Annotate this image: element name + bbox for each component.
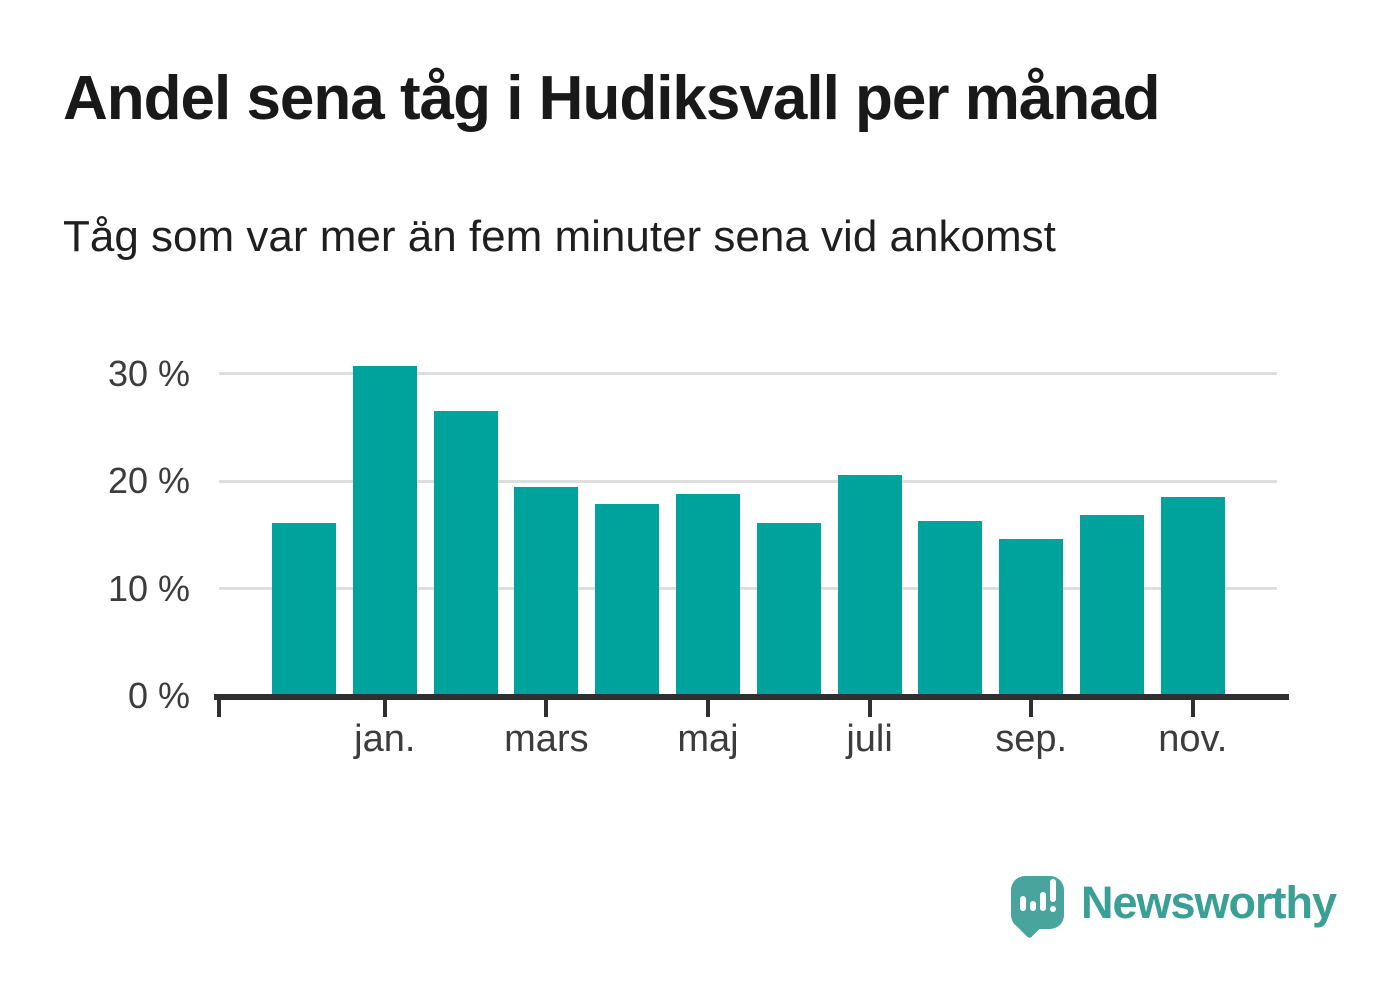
x-tick-mars	[544, 700, 549, 717]
chart-title: Andel sena tåg i Hudiksvall per månad	[63, 64, 1161, 133]
x-tick-label-mars: mars	[504, 718, 589, 760]
newsworthy-logo: Newsworthy	[1011, 876, 1337, 939]
x-axis-line	[214, 694, 1289, 700]
bar-11	[1080, 515, 1144, 696]
x-tick-nov	[1190, 700, 1195, 717]
x-tick-juli	[867, 700, 872, 717]
logo-mini-bar-1	[1020, 896, 1026, 911]
bar-6-maj	[676, 493, 740, 696]
speech-bubble-body	[1011, 876, 1064, 929]
logo-exclamation-dot	[1050, 906, 1056, 912]
x-tick-sep	[1029, 700, 1034, 717]
x-tick-label-sep: sep.	[995, 718, 1068, 760]
x-tick-jan	[382, 700, 387, 717]
x-tick-maj	[706, 700, 710, 717]
y-axis: 30 % 20 % 10 % 0 %	[0, 0, 190, 999]
y-axis-label-20: 20 %	[107, 460, 190, 501]
newsworthy-speech-bubble-bar-chart-icon	[1011, 876, 1064, 939]
y-axis-label-0: 0 %	[127, 675, 190, 716]
chart-subtitle: Tåg som var mer än fem minuter sena vid …	[63, 212, 1056, 261]
x-tick-label-nov: nov.	[1158, 718, 1228, 760]
bar-8-juli	[837, 474, 902, 696]
x-axis-origin-tick	[217, 700, 221, 717]
bar-4-mars	[514, 487, 579, 696]
bar-12-nov	[1160, 497, 1225, 696]
y-axis-label-10: 10 %	[107, 567, 190, 609]
logo-mini-bar-3	[1040, 892, 1046, 911]
x-tick-label-juli: juli	[846, 718, 893, 760]
x-tick-label-jan: jan.	[354, 718, 416, 760]
bar-5	[595, 503, 660, 696]
logo-mini-bar-2	[1030, 901, 1036, 911]
y-axis-label-30: 30 %	[107, 352, 190, 394]
logo-exclamation-stem	[1050, 879, 1056, 902]
bar-3	[433, 411, 498, 696]
plot-area	[214, 340, 1289, 717]
bar-9	[918, 520, 983, 696]
gridline-10	[219, 587, 1277, 590]
x-tick-label-maj: maj	[677, 718, 739, 760]
brand-name: Newsworthy	[1081, 876, 1337, 928]
bar-10-sep	[999, 539, 1064, 696]
gridline-30	[219, 372, 1277, 375]
gridline-20	[219, 479, 1277, 483]
bar-1	[272, 522, 336, 696]
bar-2-jan	[352, 365, 417, 696]
bar-7	[756, 522, 821, 696]
